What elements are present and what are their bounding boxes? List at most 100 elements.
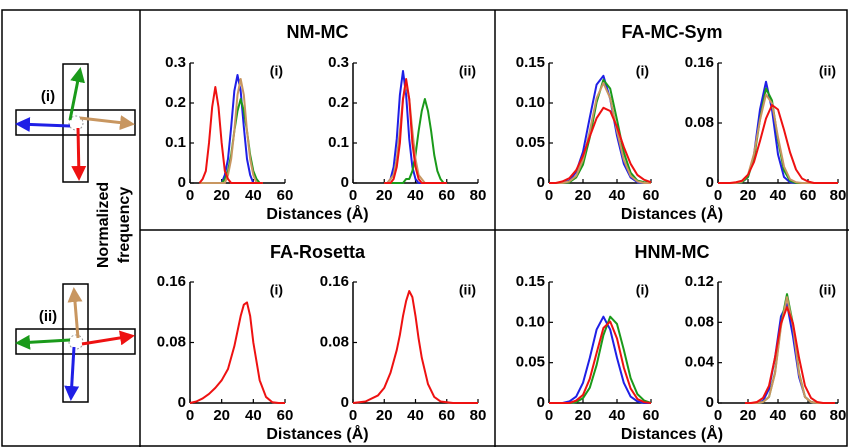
y-tick-label: 0.12 — [685, 273, 714, 290]
series-line — [718, 104, 838, 184]
x-tick-label: 40 — [770, 407, 787, 424]
panel-title: HNM-MC — [635, 242, 710, 262]
series-line — [549, 315, 652, 404]
series-line — [549, 106, 652, 184]
y-tick-label: 0.2 — [165, 94, 186, 111]
panel-label: (i) — [636, 282, 649, 298]
x-tick-label: 60 — [643, 187, 660, 204]
panel-label: (ii) — [819, 63, 836, 79]
y-tick-label: 0.08 — [320, 333, 349, 350]
x-tick-label: 80 — [470, 187, 487, 204]
series-line — [199, 78, 263, 184]
y-tick-label: 0 — [706, 174, 714, 191]
x-axis-label: Distances (Å) — [266, 424, 368, 443]
x-tick-label: 40 — [609, 187, 626, 204]
x-tick-label: 0 — [714, 407, 722, 424]
y-tick-label: 0 — [178, 174, 186, 191]
x-tick-label: 0 — [545, 187, 553, 204]
y-tick-label: 0.10 — [516, 94, 545, 111]
y-axis-label: Normalized — [95, 182, 112, 268]
x-tick-label: 0 — [349, 187, 357, 204]
y-tick-label: 0.08 — [685, 114, 714, 131]
x-tick-label: 40 — [407, 407, 424, 424]
y-tick-label: 0 — [537, 174, 545, 191]
x-tick-label: 20 — [213, 187, 230, 204]
panel-title: NM-MC — [287, 22, 349, 42]
y-tick-label: 0.1 — [165, 134, 186, 151]
y-tick-label: 0.05 — [516, 134, 545, 151]
x-tick-label: 20 — [740, 187, 757, 204]
y-tick-label: 0.2 — [328, 94, 349, 111]
y-tick-label: 0.3 — [165, 54, 186, 71]
diagram-label: (i) — [41, 88, 55, 105]
x-tick-label: 0 — [349, 407, 357, 424]
y-tick-label: 0.1 — [328, 134, 349, 151]
x-tick-label: 20 — [213, 407, 230, 424]
x-tick-label: 20 — [740, 407, 757, 424]
y-tick-label: 0.15 — [516, 54, 545, 71]
x-tick-label: 0 — [545, 407, 553, 424]
x-tick-label: 60 — [800, 407, 817, 424]
series-line — [549, 78, 652, 184]
y-tick-label: 0.08 — [685, 313, 714, 330]
diagram-i: (i) — [15, 63, 136, 183]
x-tick-label: 60 — [277, 407, 294, 424]
x-tick-label: 40 — [245, 187, 262, 204]
panel-label: (ii) — [459, 282, 476, 298]
y-axis-label: frequency — [116, 187, 133, 264]
series-line — [718, 93, 838, 184]
panel-label: (i) — [270, 282, 283, 298]
x-tick-label: 60 — [438, 187, 455, 204]
series-line — [745, 306, 835, 404]
panel-label: (ii) — [459, 63, 476, 79]
y-tick-label: 0.04 — [685, 354, 715, 371]
outer-frame — [1, 9, 848, 447]
series-line — [549, 320, 652, 404]
panel-label: (i) — [270, 63, 283, 79]
x-tick-label: 80 — [470, 407, 487, 424]
x-tick-label: 80 — [830, 187, 847, 204]
panel-title: FA-MC-Sym — [621, 22, 722, 42]
x-tick-label: 40 — [245, 407, 262, 424]
y-tick-label: 0.15 — [516, 273, 545, 290]
x-tick-label: 20 — [376, 187, 393, 204]
y-tick-label: 0.08 — [157, 333, 186, 350]
y-tick-label: 0 — [706, 394, 714, 411]
series-line — [549, 82, 651, 184]
x-tick-label: 80 — [830, 407, 847, 424]
y-tick-label: 0 — [178, 394, 186, 411]
series-line — [198, 86, 263, 184]
panel-title: FA-Rosetta — [270, 242, 366, 262]
x-tick-label: 0 — [186, 407, 194, 424]
x-axis-label: Distances (Å) — [621, 204, 723, 223]
x-axis-label: Distances (Å) — [266, 204, 368, 223]
y-tick-label: 0.3 — [328, 54, 349, 71]
diagram-label: (ii) — [39, 308, 57, 325]
x-tick-label: 40 — [609, 407, 626, 424]
x-tick-label: 60 — [643, 407, 660, 424]
panel-label: (ii) — [819, 282, 836, 298]
x-tick-label: 60 — [438, 407, 455, 424]
panel-label: (i) — [636, 63, 649, 79]
x-tick-label: 0 — [714, 187, 722, 204]
x-tick-label: 20 — [575, 187, 592, 204]
y-tick-label: 0 — [341, 174, 349, 191]
x-tick-label: 20 — [575, 407, 592, 424]
diagram-ii: (ii) — [15, 283, 136, 403]
x-tick-label: 40 — [407, 187, 424, 204]
series-line — [384, 78, 447, 184]
x-tick-label: 60 — [277, 187, 294, 204]
x-tick-label: 40 — [770, 187, 787, 204]
y-tick-label: 0.10 — [516, 313, 545, 330]
y-tick-label: 0.16 — [685, 54, 714, 71]
y-tick-label: 0.05 — [516, 354, 545, 371]
y-tick-label: 0 — [537, 394, 545, 411]
series-line — [745, 303, 835, 404]
x-tick-label: 60 — [800, 187, 817, 204]
series-line — [352, 290, 478, 404]
y-tick-label: 0.16 — [157, 273, 186, 290]
x-tick-label: 0 — [186, 187, 194, 204]
y-tick-label: 0 — [341, 394, 349, 411]
series-line — [189, 301, 285, 404]
